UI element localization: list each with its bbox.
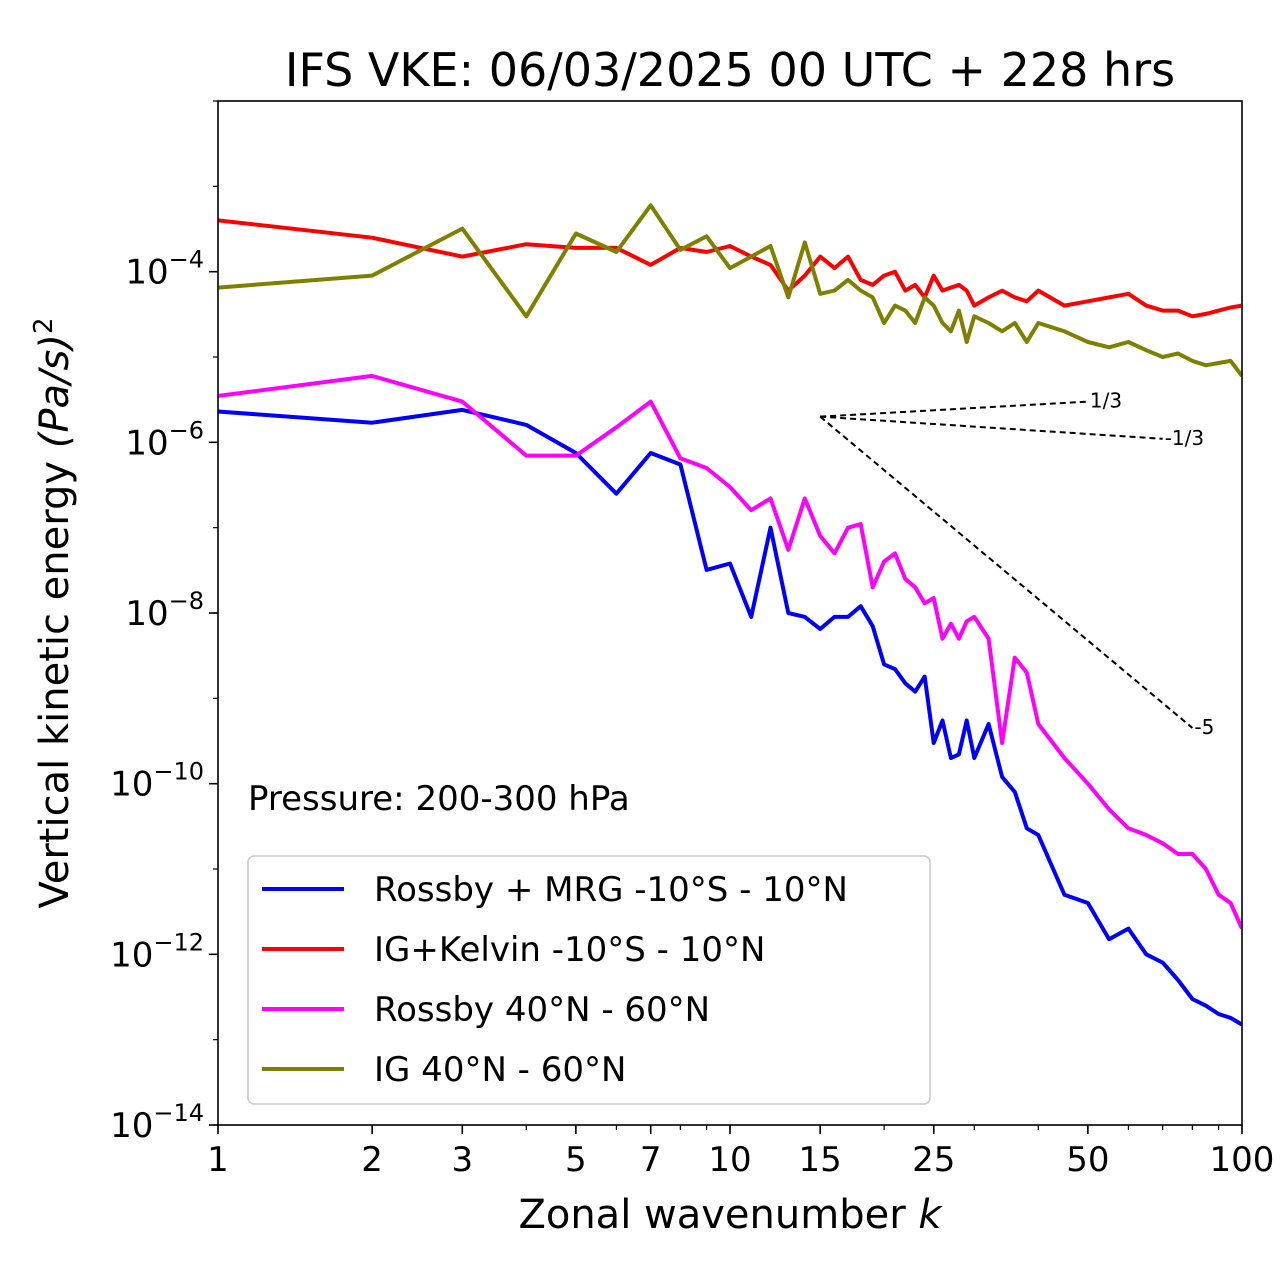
slope-label-2: -1/3 [1165,426,1204,450]
x-axis: 1 2 3 5 7 10 15 25 50 100 [207,1125,1274,1180]
x-tick-label: 5 [565,1140,587,1180]
y-tick-label: 10−10 [110,758,204,805]
slope-label-3: -5 [1194,715,1214,739]
y-tick-label: 10−4 [125,246,204,293]
x-tick-label: 50 [1066,1140,1109,1180]
x-tick-label: 1 [207,1140,229,1180]
legend-label-2: IG+Kelvin -10°S - 10°N [374,930,765,970]
chart-title: IFS VKE: 06/03/2025 00 UTC + 228 hrs [285,43,1175,97]
y-tick-base: 10 [110,765,153,805]
y-tick-label: 10−14 [110,1099,204,1146]
slope-line-2 [820,415,1163,440]
y-tick-exp: −12 [153,928,204,956]
x-axis-label: Zonal wavenumber k [518,1192,943,1238]
y-tick-base: 10 [125,594,168,634]
slope-line-1 [820,400,1088,418]
x-tick-label: 25 [912,1140,955,1180]
y-tick-exp: −6 [169,416,204,444]
y-tick-exp: −14 [153,1099,204,1127]
reference-slopes: 1/3 -1/3 -5 [819,389,1214,739]
legend: Rossby + MRG -10°S - 10°N IG+Kelvin -10°S… [247,855,931,1105]
series-line-1 [218,407,1242,1027]
slope-label-1: 1/3 [1090,389,1122,413]
x-tick-label: 100 [1210,1140,1275,1180]
x-tick-label: 3 [451,1140,473,1180]
slope-line-3 [819,415,1194,729]
y-tick-label: 10−8 [125,587,204,634]
y-axis-label: Vertical kinetic energy (Pa/s)2 [29,318,78,909]
x-tick-label: 7 [640,1140,662,1180]
y-tick-exp: −8 [169,587,204,615]
x-axis-label-text: Zonal wavenumber [518,1192,906,1238]
y-tick-exp: −10 [153,758,204,786]
y-tick-exp: −4 [169,246,204,274]
y-tick-base: 10 [110,1106,153,1146]
y-tick-base: 10 [125,253,168,293]
series-line-3 [218,373,1242,930]
legend-frame [247,855,931,1105]
x-tick-label: 10 [708,1140,751,1180]
series-layer [218,203,1242,1027]
x-tick-label: 2 [361,1140,383,1180]
pressure-annotation: Pressure: 200-300 hPa [248,779,630,819]
legend-label-1: Rossby + MRG -10°S - 10°N [374,870,848,910]
y-tick-label: 10−12 [110,928,204,975]
x-axis-label-var: k [918,1192,943,1238]
y-tick-label: 10−6 [125,416,204,463]
series-line-4 [218,203,1242,378]
legend-label-4: IG 40°N - 60°N [374,1050,626,1090]
y-tick-base: 10 [110,935,153,975]
y-axis-label-exp: 2 [29,318,59,335]
legend-label-3: Rossby 40°N - 60°N [374,990,710,1030]
y-axis-label-unit: (Pa/s) [32,334,78,448]
y-axis-label-text: Vertical kinetic energy [32,461,78,909]
x-tick-label: 15 [799,1140,842,1180]
y-tick-base: 10 [125,423,168,463]
